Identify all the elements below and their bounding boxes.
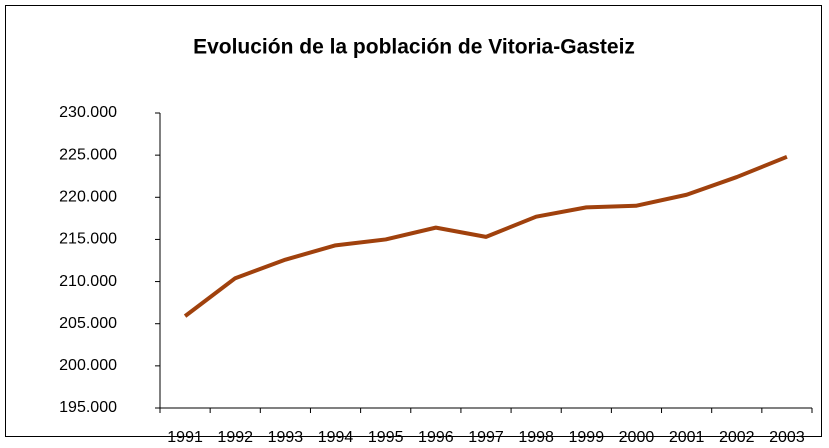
x-tick-label: 1998: [518, 429, 554, 446]
chart-title: Evolución de la población de Vitoria-Gas…: [193, 36, 635, 59]
x-tick-label: 2002: [719, 429, 755, 446]
y-tick-label: 205.000: [59, 315, 117, 332]
y-tick-label: 230.000: [59, 104, 117, 121]
y-tick-label: 200.000: [59, 357, 117, 374]
y-tick-label: 195.000: [59, 399, 117, 416]
x-tick-label: 1992: [217, 429, 253, 446]
y-tick-label: 220.000: [59, 189, 117, 206]
y-tick-label: 215.000: [59, 231, 117, 248]
x-tick-label: 1996: [418, 429, 454, 446]
data-line: [183, 154, 788, 318]
x-tick-label: 2001: [669, 429, 705, 446]
x-tick-label: 1999: [569, 429, 605, 446]
x-tick-label: 2000: [619, 429, 655, 446]
x-tick-label: 1995: [368, 429, 404, 446]
x-tick-label: 2003: [769, 429, 805, 446]
chart-border: [5, 5, 822, 437]
y-tick-label: 225.000: [59, 146, 117, 163]
x-tick-label: 1991: [167, 429, 203, 446]
y-tick-label: 210.000: [59, 273, 117, 290]
x-tick-label: 1994: [318, 429, 354, 446]
x-tick-label: 1997: [468, 429, 504, 446]
x-tick-label: 1993: [268, 429, 304, 446]
